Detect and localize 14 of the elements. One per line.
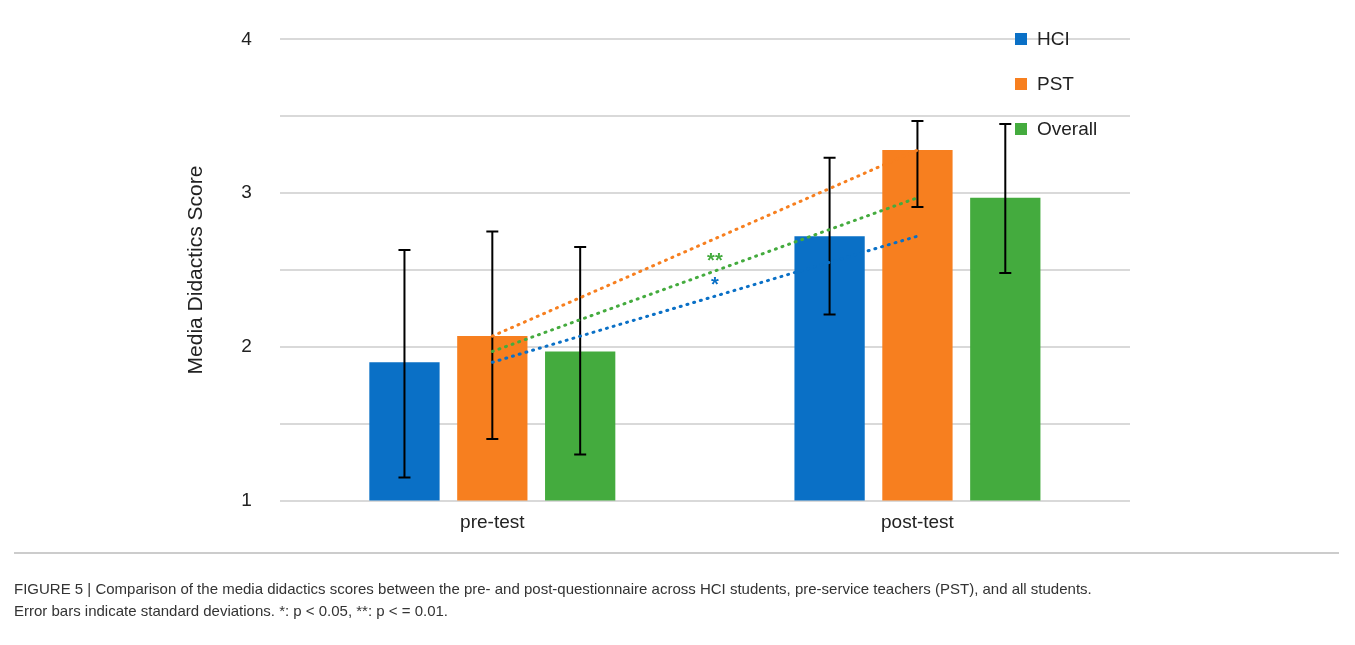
annotation: * [710,273,719,296]
legend-label: PST [1036,73,1075,95]
y-axis-title: Media Didactics Score [183,165,207,375]
y-tick-label: 2 [241,335,252,357]
x-tick-label: post-test [881,511,955,533]
legend-label: Overall [1036,118,1098,140]
y-tick-label: 1 [241,488,252,510]
x-tick-label: pre-test [460,511,526,533]
y-tick-label: 4 [241,27,253,49]
legend-label: HCI [1036,28,1071,50]
caption: FIGURE 5 | Comparison of the media didactics scores between the pre- and post-questionnaire across HCI students, pre-service teachers (PST), and all students. [14,579,1093,599]
text: Error bars indicate standard deviations. *: p < 0.05, **: p < = 0.01. [14,601,449,621]
annotation: ** [707,248,723,271]
y-tick-label: 3 [241,181,252,203]
